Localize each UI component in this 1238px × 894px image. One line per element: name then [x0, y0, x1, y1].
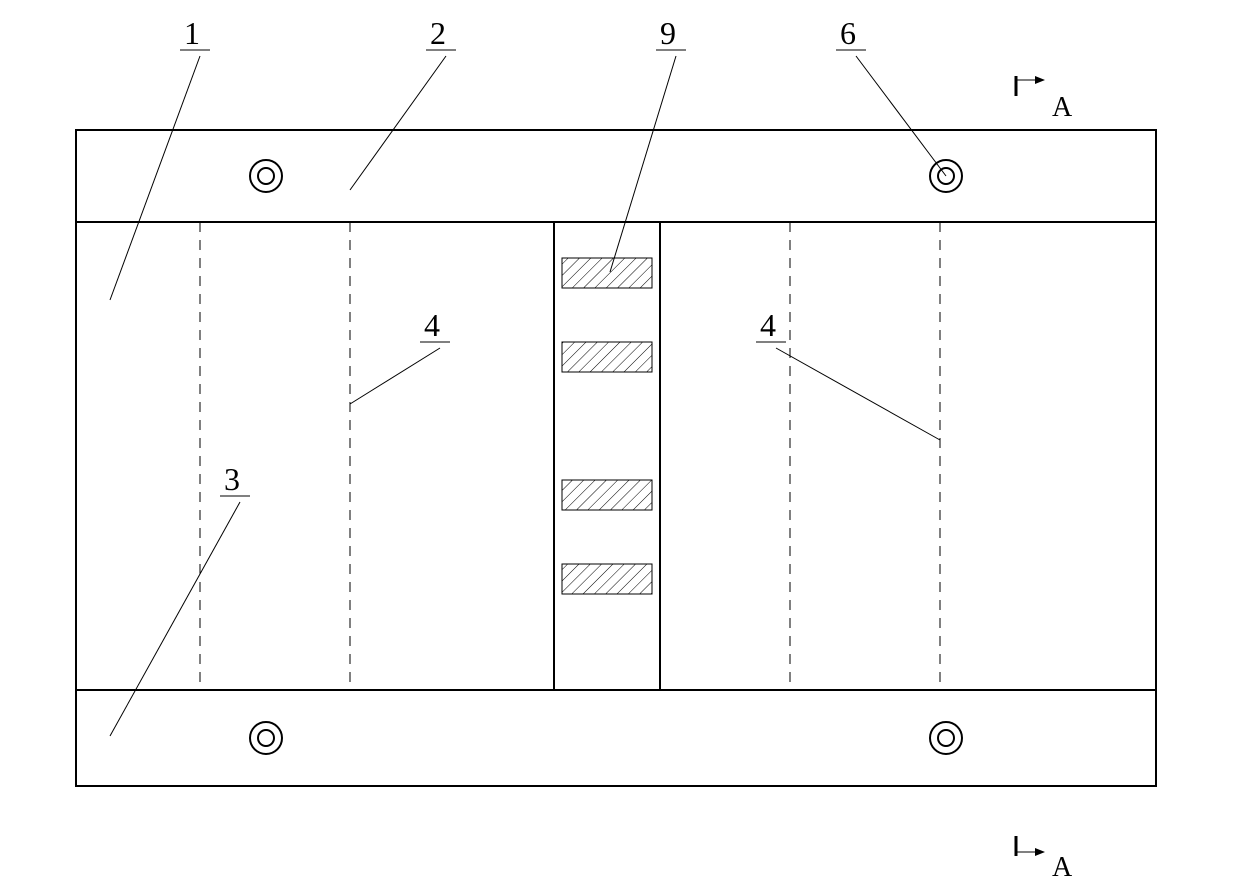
- label-text-4b: 4: [760, 307, 776, 343]
- label-text-1: 1: [184, 15, 200, 51]
- label-text-2: 2: [430, 15, 446, 51]
- label-text-4a: 4: [424, 307, 440, 343]
- hatched-bar-2: [562, 480, 652, 510]
- section-label-top: A: [1052, 92, 1073, 123]
- label-text-3: 3: [224, 461, 240, 497]
- hatched-bar-3: [562, 564, 652, 594]
- diagram-background: [0, 0, 1238, 894]
- label-text-9: 9: [660, 15, 676, 51]
- section-label-bottom: A: [1052, 852, 1073, 883]
- hatched-bar-1: [562, 342, 652, 372]
- label-text-6: 6: [840, 15, 856, 51]
- hatched-bar-0: [562, 258, 652, 288]
